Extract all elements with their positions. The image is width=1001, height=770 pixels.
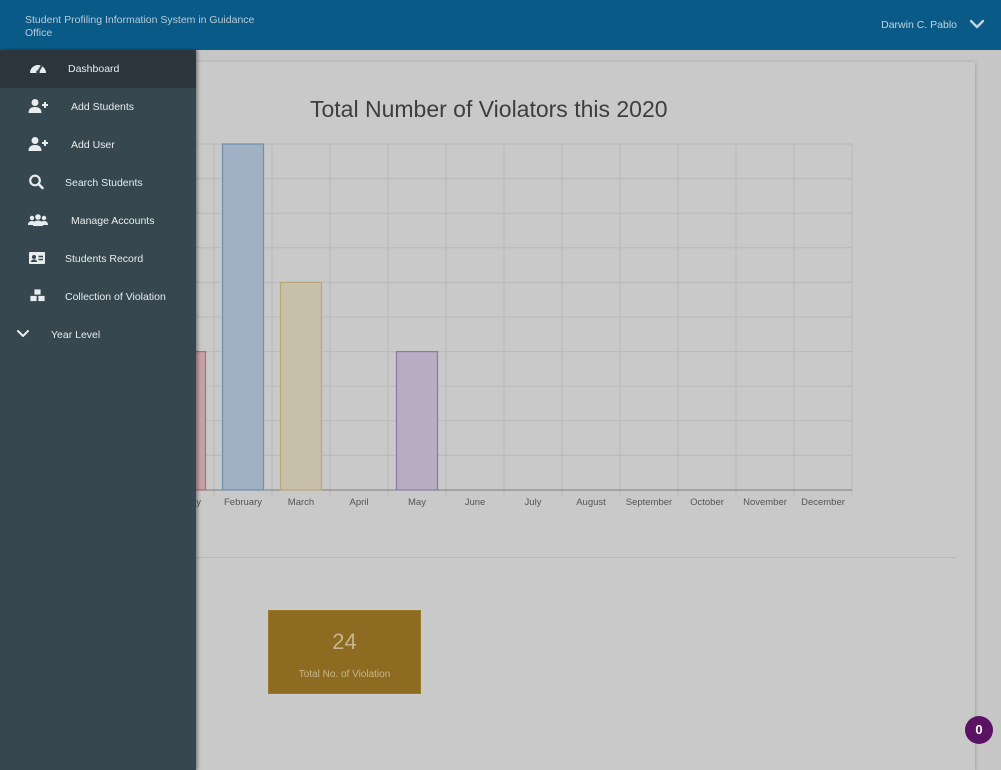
sidebar-item-manage-accounts[interactable]: Manage Accounts — [0, 202, 196, 240]
x-tick-label: June — [465, 497, 486, 508]
chart-title: Total Number of Violators this 2020 — [310, 96, 668, 122]
bar-february[interactable] — [221, 143, 265, 491]
sidebar-item-label: Students Record — [65, 253, 144, 265]
x-tick-label: February — [224, 497, 262, 508]
x-tick-label: December — [801, 497, 845, 508]
sidebar-item-label: Manage Accounts — [71, 215, 155, 227]
total-violation-card[interactable]: 24 Total No. of Violation — [268, 610, 421, 694]
top-bar: Student Profiling Information System in … — [0, 0, 1001, 50]
bar-march[interactable] — [279, 281, 323, 491]
search-icon — [29, 174, 44, 190]
sidebar-item-collection-of-violation[interactable]: Collection of Violation — [0, 278, 196, 316]
total-violation-value: 24 — [332, 629, 357, 654]
sidebar-item-year-level[interactable]: Year Level — [0, 316, 196, 354]
id-card-icon — [29, 252, 45, 264]
sidebar-item-students-record[interactable]: Students Record — [0, 240, 196, 278]
x-tick-label: October — [690, 497, 724, 508]
total-violation-label: Total No. of Violation — [298, 669, 391, 680]
app-title: Student Profiling Information System in … — [25, 14, 255, 39]
chevron-down-icon — [17, 330, 29, 337]
sidebar-item-add-students[interactable]: Add Students — [0, 88, 196, 126]
sidebar-item-label: Year Level — [51, 329, 101, 341]
sidebar-item-label: Add User — [71, 139, 115, 151]
x-tick-label: September — [626, 497, 672, 508]
users-icon — [28, 214, 48, 226]
x-tick-label: March — [288, 497, 314, 508]
bar-may[interactable] — [395, 351, 439, 491]
cubes-icon — [29, 288, 46, 302]
sidebar-item-add-user[interactable]: Add User — [0, 126, 196, 164]
x-tick-label: April — [349, 497, 368, 508]
divider — [196, 557, 956, 558]
sidebar-item-dashboard[interactable]: Dashboard — [0, 50, 196, 88]
x-tick-label: August — [576, 497, 606, 508]
x-tick-label: July — [525, 497, 542, 508]
x-tick-label: May — [408, 497, 426, 508]
add-user-icon — [28, 99, 48, 113]
x-tick-label: y — [196, 497, 201, 508]
chevron-down-icon[interactable] — [969, 16, 985, 32]
dashboard-icon — [30, 65, 46, 74]
sidebar-item-label: Search Students — [65, 177, 143, 189]
sidebar-item-label: Dashboard — [68, 63, 120, 75]
x-tick-label: November — [743, 497, 787, 508]
add-user-icon — [28, 137, 48, 151]
sidebar: Dashboard Add Students Add User Search S… — [0, 50, 196, 770]
sidebar-item-label: Collection of Violation — [65, 291, 166, 303]
notification-badge[interactable]: 0 — [965, 716, 993, 744]
sidebar-item-search-students[interactable]: Search Students — [0, 164, 196, 202]
sidebar-item-label: Add Students — [71, 101, 135, 113]
user-name[interactable]: Darwin C. Pablo — [881, 19, 957, 31]
